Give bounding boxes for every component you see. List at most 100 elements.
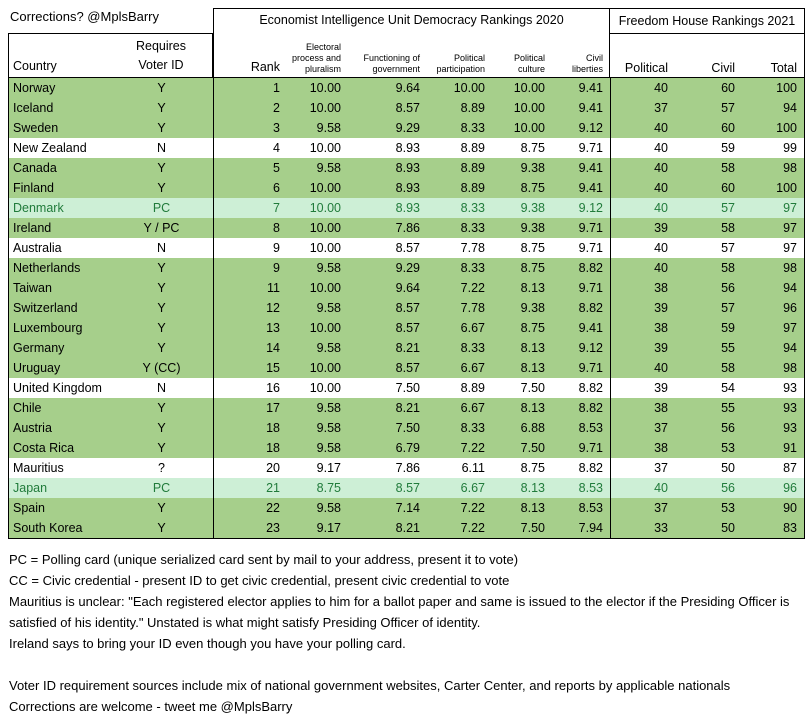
cell-country: New Zealand bbox=[8, 138, 110, 158]
eiu-subheaders: Rank Electoral process and pluralism Fun… bbox=[214, 42, 609, 75]
eiu-col-electoral-header: Electoral process and pluralism bbox=[291, 42, 341, 74]
country-column-header: Country bbox=[13, 59, 57, 73]
cell-voter-id: PC bbox=[152, 201, 171, 215]
cell-fh-political: 40 bbox=[610, 178, 675, 198]
cell-fh-total: 96 bbox=[742, 478, 805, 498]
fh-col-civil-header: Civil bbox=[711, 61, 735, 75]
cell-culture: 7.50 bbox=[520, 521, 545, 535]
cell-rank: 14 bbox=[213, 338, 287, 358]
cell-culture: 9.38 bbox=[520, 201, 545, 215]
cell-liberties: 7.94 bbox=[578, 521, 603, 535]
cell-liberties: 9.41 bbox=[578, 181, 603, 195]
cell-fh-political: 39 bbox=[610, 298, 675, 318]
cell-electoral: 9.17 bbox=[316, 521, 341, 535]
cell-functioning: 9.64 bbox=[395, 81, 420, 95]
cell-fh-civil: 53 bbox=[721, 501, 735, 515]
cell-fh-civil: 53 bbox=[721, 441, 735, 455]
cell-rank: 16 bbox=[213, 378, 287, 398]
cell-fh-total: 98 bbox=[742, 158, 805, 178]
cell-participation: 8.33 bbox=[460, 261, 485, 275]
cell-electoral: 9.58 bbox=[316, 121, 341, 135]
cell-liberties: 9.12 bbox=[578, 201, 603, 215]
cell-country: Switzerland bbox=[8, 298, 110, 318]
cell-culture: 9.38 bbox=[520, 221, 545, 235]
cell-fh-total: 100 bbox=[742, 118, 805, 138]
cell-fh-total: 97 bbox=[742, 318, 805, 338]
cell-voter-id: Y (CC) bbox=[142, 361, 181, 375]
eiu-col-culture-header: Political culture bbox=[513, 53, 545, 74]
footnote: CC = Civic credential - present ID to ge… bbox=[9, 573, 510, 588]
cell-voter-id: Y / PC bbox=[143, 221, 180, 235]
fh-col-total-header: Total bbox=[770, 61, 797, 75]
cell-fh-political: 37 bbox=[610, 498, 675, 518]
voter-id-column-header: Requires Voter ID bbox=[135, 39, 187, 72]
cell-liberties: 9.71 bbox=[578, 241, 603, 255]
cell-fh-civil: 58 bbox=[721, 261, 735, 275]
cell-fh-civil: 56 bbox=[721, 421, 735, 435]
cell-fh-political: 38 bbox=[610, 318, 675, 338]
freedom-house-header-box: Freedom House Rankings 2021 Political Ci… bbox=[610, 8, 805, 78]
eiu-col-functioning-header: Functioning of government bbox=[363, 53, 420, 74]
cell-electoral: 9.58 bbox=[316, 501, 341, 515]
corrections-note: Corrections? @MplsBarry bbox=[10, 9, 160, 24]
cell-liberties: 9.71 bbox=[578, 281, 603, 295]
cell-participation: 8.89 bbox=[460, 181, 485, 195]
cell-fh-political: 38 bbox=[610, 278, 675, 298]
cell-country: Taiwan bbox=[8, 278, 110, 298]
cell-voter-id: ? bbox=[158, 461, 165, 475]
table-row: Iceland Y 2 10.00 8.57 8.89 10.00 9.41 37 57 94 bbox=[8, 98, 805, 118]
cell-functioning: 8.57 bbox=[395, 241, 420, 255]
cell-rank: 13 bbox=[213, 318, 287, 338]
cell-culture: 8.13 bbox=[520, 361, 545, 375]
cell-participation: 7.78 bbox=[460, 301, 485, 315]
cell-rank: 8 bbox=[213, 218, 287, 238]
cell-fh-civil: 58 bbox=[721, 161, 735, 175]
cell-fh-civil: 60 bbox=[721, 121, 735, 135]
cell-liberties: 9.71 bbox=[578, 361, 603, 375]
cell-fh-political: 37 bbox=[610, 98, 675, 118]
cell-fh-political: 40 bbox=[610, 158, 675, 178]
cell-functioning: 7.14 bbox=[395, 501, 420, 515]
cell-fh-political: 40 bbox=[610, 138, 675, 158]
cell-fh-political: 40 bbox=[610, 198, 675, 218]
cell-fh-total: 98 bbox=[742, 258, 805, 278]
cell-voter-id: Y bbox=[157, 521, 166, 535]
cell-fh-civil: 54 bbox=[721, 381, 735, 395]
table-row: Austria Y 18 9.58 7.50 8.33 6.88 8.53 37 56 93 bbox=[8, 418, 805, 438]
cell-participation: 10.00 bbox=[453, 81, 485, 95]
cell-culture: 9.38 bbox=[520, 161, 545, 175]
cell-functioning: 8.21 bbox=[395, 521, 420, 535]
cell-country: Mauritius bbox=[8, 458, 110, 478]
cell-voter-id: Y bbox=[157, 81, 166, 95]
cell-liberties: 9.12 bbox=[578, 121, 603, 135]
cell-voter-id: Y bbox=[157, 341, 166, 355]
cell-functioning: 6.79 bbox=[395, 441, 420, 455]
cell-fh-political: 33 bbox=[610, 518, 675, 538]
cell-liberties: 8.82 bbox=[578, 301, 603, 315]
table-body: Norway Y 1 10.00 9.64 10.00 10.00 9.41 40 60 100 Ic… bbox=[8, 78, 805, 539]
cell-electoral: 9.58 bbox=[316, 401, 341, 415]
cell-fh-total: 94 bbox=[742, 278, 805, 298]
cell-fh-total: 100 bbox=[742, 178, 805, 198]
cell-country: Sweden bbox=[8, 118, 110, 138]
cell-rank: 22 bbox=[213, 498, 287, 518]
cell-functioning: 8.93 bbox=[395, 181, 420, 195]
cell-voter-id: Y bbox=[157, 101, 166, 115]
cell-rank: 17 bbox=[213, 398, 287, 418]
table-row: Mauritius? 20 9.17 7.86 6.11 8.75 8.82 37 50 87 bbox=[8, 458, 805, 478]
cell-fh-total: 96 bbox=[742, 298, 805, 318]
cell-electoral: 10.00 bbox=[309, 361, 341, 375]
cell-participation: 8.89 bbox=[460, 381, 485, 395]
cell-functioning: 8.93 bbox=[395, 161, 420, 175]
cell-participation: 8.89 bbox=[460, 161, 485, 175]
cell-functioning: 8.57 bbox=[395, 361, 420, 375]
cell-voter-id: Y bbox=[157, 421, 166, 435]
cell-country: Japan bbox=[8, 478, 110, 498]
cell-liberties: 8.53 bbox=[578, 481, 603, 495]
cell-fh-political: 37 bbox=[610, 418, 675, 438]
cell-rank: 21 bbox=[213, 478, 287, 498]
cell-country: Spain bbox=[8, 498, 110, 518]
cell-participation: 6.11 bbox=[461, 461, 485, 475]
cell-fh-political: 39 bbox=[610, 218, 675, 238]
cell-electoral: 9.58 bbox=[316, 301, 341, 315]
